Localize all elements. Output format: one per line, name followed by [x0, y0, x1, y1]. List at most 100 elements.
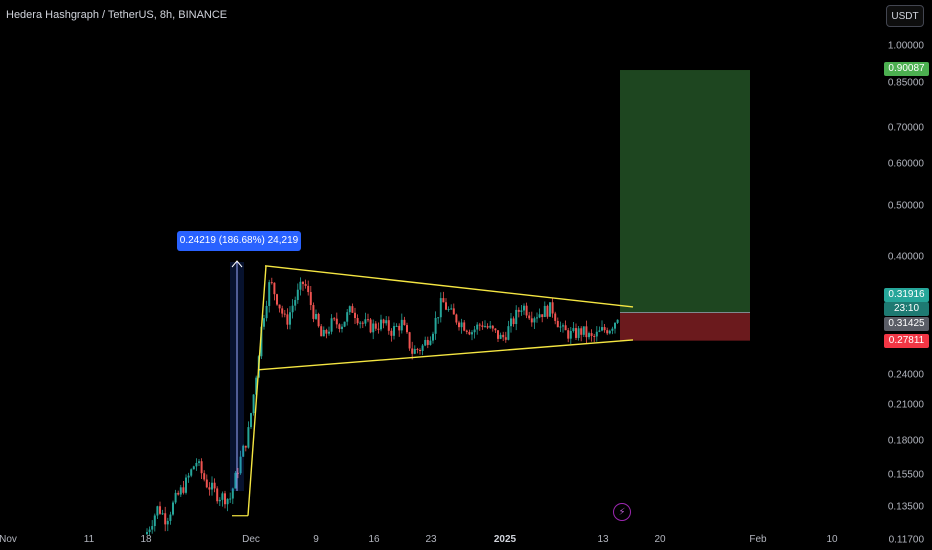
candle-body — [234, 472, 237, 489]
candle-body — [328, 331, 330, 334]
candle-body — [335, 318, 338, 325]
candle-body — [268, 282, 271, 306]
candle-body — [562, 325, 564, 327]
candle-body — [164, 513, 167, 525]
candle-body — [151, 526, 154, 530]
candle-body — [445, 302, 447, 310]
candle-body — [460, 322, 463, 328]
candle-body — [192, 466, 195, 470]
candle-body — [283, 313, 286, 315]
impulse-leg-line — [247, 265, 267, 516]
candle-body — [421, 345, 424, 351]
x-tick-label: 11 — [83, 534, 95, 545]
candle-body — [463, 322, 466, 331]
candle-body — [489, 325, 492, 328]
candle-body — [515, 309, 518, 325]
candle-body — [481, 325, 484, 327]
candle-body — [465, 330, 468, 332]
candle-body — [549, 302, 551, 317]
candle-body — [213, 482, 216, 489]
candle-body — [265, 305, 268, 319]
x-tick-label: Dec — [242, 534, 260, 545]
candle-body — [307, 285, 310, 293]
candle-body — [226, 498, 229, 505]
candle-body — [359, 322, 362, 324]
currency-button[interactable]: USDT — [886, 5, 924, 27]
candle-body — [387, 320, 390, 331]
last-price-badge: 0.31916 — [884, 288, 929, 302]
candle-body — [497, 330, 499, 339]
lightning-icon[interactable]: ⚡ — [613, 503, 631, 521]
candle-body — [237, 472, 239, 474]
candle-body — [512, 318, 515, 325]
candle-body — [187, 475, 190, 478]
candle-body — [156, 506, 159, 516]
candle-body — [346, 312, 349, 322]
candle-body — [286, 314, 289, 325]
candle-body — [471, 332, 473, 335]
candle-body — [299, 281, 302, 290]
y-tick-label: 0.24000 — [887, 369, 924, 381]
y-tick-label: 0.21000 — [887, 399, 924, 411]
stop-price-badge: 0.27811 — [884, 334, 929, 348]
candle-body — [159, 506, 161, 514]
candle-body — [302, 281, 304, 285]
candle-body — [372, 323, 375, 333]
candle-body — [338, 324, 341, 330]
candle-body — [478, 324, 481, 326]
candle-body — [572, 328, 575, 331]
candle-body — [510, 318, 512, 327]
candle-body — [442, 298, 445, 303]
y-tick-label: 0.18000 — [887, 435, 924, 447]
candle-body — [559, 326, 562, 328]
candle-body — [354, 312, 356, 319]
candle-body — [148, 529, 151, 533]
candle-body — [229, 498, 232, 500]
candle-body — [536, 317, 538, 319]
measure-label: 0.24219 (186.68%) 24,219 — [177, 231, 301, 251]
candle-body — [528, 315, 531, 319]
profit-zone — [620, 70, 750, 313]
candle-body — [255, 377, 258, 395]
candle-body — [374, 323, 377, 329]
candle-body — [294, 300, 297, 306]
candle-body — [424, 339, 427, 346]
upper-trendline — [264, 265, 634, 308]
candle-body — [530, 318, 533, 323]
candle-body — [598, 330, 601, 332]
candle-body — [179, 487, 182, 495]
candle-body — [198, 461, 200, 463]
candle-body — [312, 305, 315, 319]
candle-body — [224, 493, 226, 505]
y-tick-label: 1.00000 — [887, 40, 924, 52]
candle-body — [330, 318, 333, 332]
x-tick-label: 20 — [654, 534, 666, 545]
candle-body — [153, 515, 156, 527]
candle-body — [398, 325, 401, 331]
candle-body — [606, 330, 609, 334]
candle-body — [250, 413, 252, 428]
candle-body — [437, 317, 440, 319]
candle-body — [377, 328, 380, 330]
candle-body — [289, 312, 291, 325]
candle-body — [450, 308, 453, 310]
candle-body — [569, 330, 572, 339]
candle-body — [343, 321, 346, 327]
candle-body — [538, 314, 541, 318]
candle-body — [590, 333, 593, 336]
y-tick-label: 0.70000 — [887, 122, 924, 134]
y-tick-label: 0.60000 — [887, 158, 924, 170]
target-price-badge: 0.90087 — [884, 62, 929, 76]
candle-body — [174, 492, 177, 503]
candle-body — [616, 319, 619, 323]
candle-body — [317, 313, 320, 327]
candle-body — [322, 329, 325, 337]
candle-body — [593, 335, 596, 337]
candle-body — [543, 305, 546, 318]
candle-body — [504, 337, 507, 340]
candle-body — [486, 326, 489, 328]
x-tick-label: 16 — [368, 534, 380, 545]
y-tick-label: 0.15500 — [887, 469, 924, 481]
candle-body — [603, 327, 606, 331]
